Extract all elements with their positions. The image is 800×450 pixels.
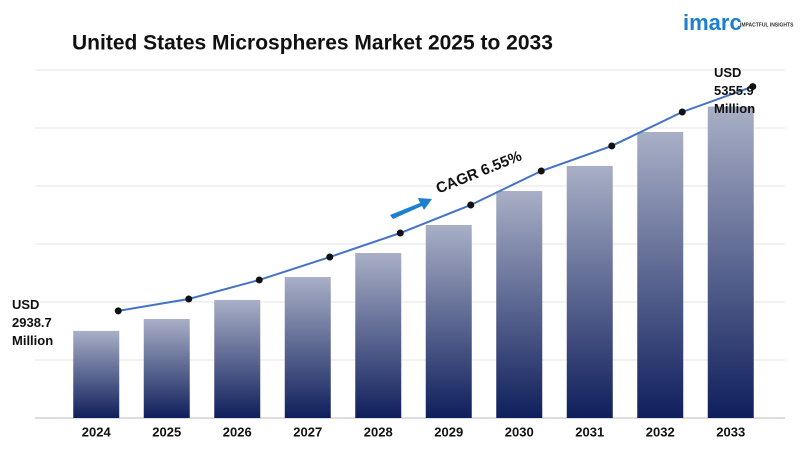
bar <box>143 318 190 418</box>
x-tick-label: 2028 <box>364 424 393 439</box>
bar <box>284 277 331 418</box>
bar <box>355 253 402 418</box>
bar <box>566 165 613 418</box>
bar <box>214 299 261 418</box>
bar <box>637 131 684 418</box>
chart-title: United States Microspheres Market 2025 t… <box>72 32 553 55</box>
trend-line <box>118 85 754 312</box>
x-tick-label: 2032 <box>646 424 675 439</box>
cagr-arrow <box>390 198 432 219</box>
start-value-label: USD 2938.7 Million <box>12 297 54 348</box>
trend-point <box>678 108 686 116</box>
trend-point <box>396 229 404 237</box>
trend-point <box>537 167 545 175</box>
end-value-label: USD 5355.9 Million <box>714 65 756 116</box>
x-tick-label: 2030 <box>505 424 534 439</box>
x-tick-label: 2025 <box>152 424 181 439</box>
trend-point <box>749 83 757 91</box>
x-tick-label: 2024 <box>82 424 112 439</box>
cagr-label: CAGR 6.55% <box>434 148 525 198</box>
trend-point <box>185 295 193 303</box>
logo-tagline: IMPACTFUL INSIGHTS <box>740 22 794 28</box>
trend-point <box>608 142 616 150</box>
bar <box>73 330 120 418</box>
bar <box>425 224 472 418</box>
trend-point <box>114 307 122 315</box>
x-tick-label: 2033 <box>716 424 745 439</box>
bar <box>496 191 543 418</box>
trend-point <box>255 276 263 284</box>
x-tick-label: 2026 <box>223 424 252 439</box>
x-tick-label: 2027 <box>293 424 322 439</box>
logo-name: imarc <box>683 10 742 35</box>
trend-point <box>326 253 334 261</box>
bar <box>707 106 754 418</box>
x-tick-label: 2031 <box>575 424 604 439</box>
x-tick-label: 2029 <box>434 424 463 439</box>
trend-point <box>467 201 475 209</box>
